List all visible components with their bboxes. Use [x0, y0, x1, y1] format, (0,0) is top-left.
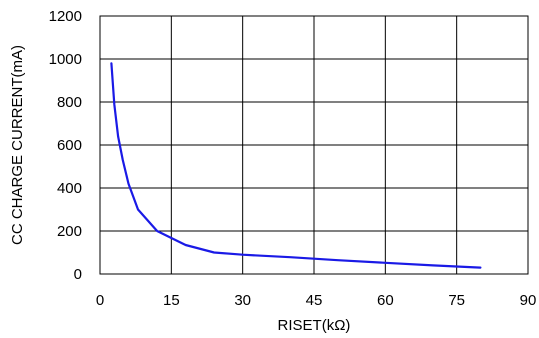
y-axis-title: CC CHARGE CURRENT(mA): [9, 45, 26, 245]
grid: [100, 16, 528, 274]
y-tick-label: 200: [57, 223, 82, 240]
y-tick-label: 800: [57, 94, 82, 111]
plot-border: [99, 15, 529, 275]
x-tick-label: 90: [520, 292, 537, 309]
y-tick-label: 400: [57, 180, 82, 197]
x-tick-label: 75: [448, 292, 465, 309]
y-tick-label: 0: [74, 266, 82, 283]
x-tick-label: 15: [163, 292, 180, 309]
tick-labels: 0 15 30 45 60 75 90 0 200 400 600 800 1000 1200: [49, 8, 537, 309]
x-tick-label: 30: [234, 292, 251, 309]
x-tick-label: 45: [306, 292, 323, 309]
x-tick-label: 60: [377, 292, 394, 309]
x-axis-title: RISET(kΩ): [278, 317, 351, 334]
y-tick-label: 600: [57, 137, 82, 154]
x-tick-label: 0: [96, 292, 104, 309]
series-layer: [110, 62, 482, 269]
series-line: [110, 62, 482, 269]
y-tick-label: 1200: [49, 8, 82, 25]
y-tick-label: 1000: [49, 51, 82, 68]
